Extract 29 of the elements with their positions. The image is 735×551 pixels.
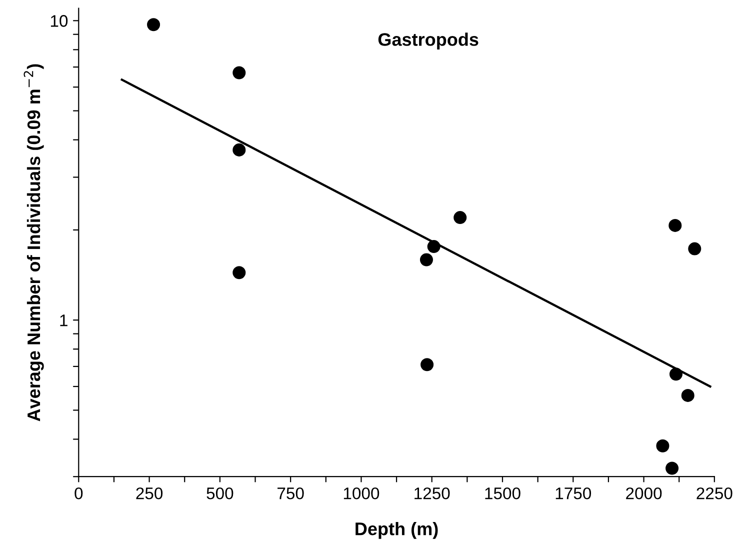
y-axis-title: Average Number of Individuals (0.09 m$^{−2}$) (24, 64, 44, 422)
y-tick-label: 10 (50, 15, 68, 27)
point (666, 462, 679, 475)
point (427, 240, 440, 254)
x-tick-label: 2000 (626, 487, 662, 500)
point (232, 66, 246, 80)
x-tick-label: 1750 (556, 487, 592, 500)
point (232, 143, 246, 156)
x-tick-label: 1000 (344, 487, 380, 500)
point (420, 253, 433, 266)
point (232, 266, 246, 280)
x-tick-label: 1250 (414, 487, 450, 500)
text: Gastropods (378, 32, 478, 50)
x-tick-label: 250 (136, 487, 163, 500)
x-tick-label: 1500 (485, 487, 520, 500)
y-tick-label: 1 (60, 314, 68, 326)
point (669, 368, 682, 381)
x-tick-label: 500 (206, 487, 234, 500)
point (420, 358, 434, 372)
point (147, 18, 160, 32)
point (454, 211, 467, 224)
x-axis-title: Depth (m) (356, 522, 438, 539)
x-tick-label: 750 (278, 487, 304, 500)
point (656, 439, 670, 452)
point (681, 388, 694, 402)
point (668, 218, 682, 232)
x-tick-label: 0 (74, 487, 83, 500)
point (688, 242, 702, 256)
x-tick-label: 2250 (696, 487, 732, 500)
